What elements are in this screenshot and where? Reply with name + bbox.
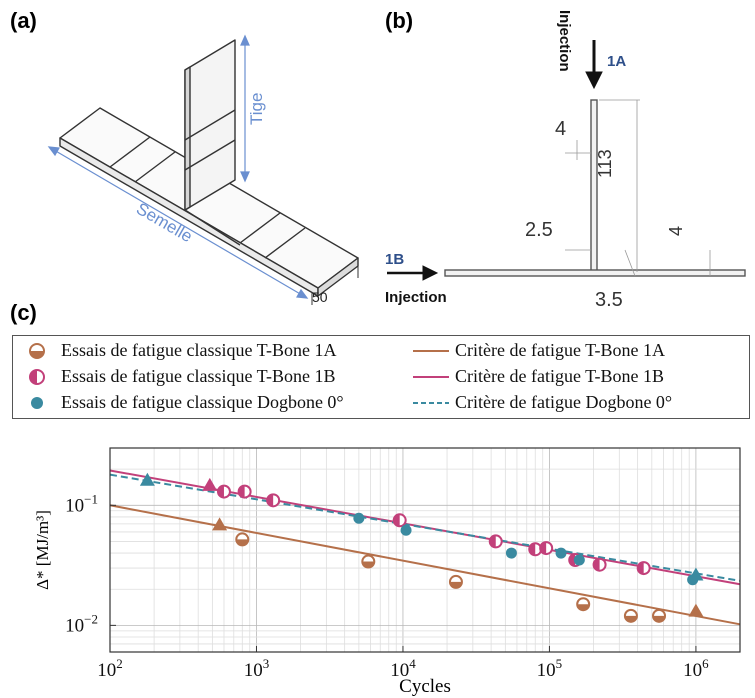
data-point-fill xyxy=(540,542,547,555)
data-point-triangle xyxy=(688,603,704,617)
data-point-half-circle xyxy=(216,484,231,499)
x-tick-label: 103 xyxy=(244,656,270,681)
data-point-half-circle xyxy=(266,493,281,508)
data-point-half-circle xyxy=(392,513,407,528)
data-point-dot xyxy=(573,554,585,566)
tag-1a: 1A xyxy=(607,53,626,70)
panel-label-a: (a) xyxy=(10,8,37,33)
legend-label: Critère de fatigue T-Bone 1B xyxy=(455,366,664,386)
line-brown-icon xyxy=(413,349,449,352)
legend-label: Critère de fatigue T-Bone 1A xyxy=(455,340,665,360)
data-point-half-circle xyxy=(539,541,554,556)
plot-frame xyxy=(109,447,741,653)
data-point-fill xyxy=(653,615,666,622)
data-point-half-circle xyxy=(237,484,252,499)
data-point-fill xyxy=(489,535,496,548)
chart-grid xyxy=(109,448,741,653)
data-point-half-circle xyxy=(576,597,591,612)
data-point-half-circle xyxy=(361,554,376,569)
data-point-half-circle xyxy=(592,557,607,572)
tbone-sketch: Tige Semelle 50 xyxy=(47,34,359,305)
data-point-fill xyxy=(393,514,400,527)
dim-4-right: 4 xyxy=(666,226,686,236)
x-tick-label: 102 xyxy=(97,656,123,681)
dim-2-5: 2.5 xyxy=(525,219,553,241)
legend-label: Essais de fatigue classique T-Bone 1A xyxy=(61,340,337,360)
data-point-fill xyxy=(529,543,536,556)
data-points xyxy=(139,472,704,623)
data-point-fill xyxy=(624,615,637,622)
data-point-triangle xyxy=(212,517,228,531)
y-tick-label: 10−2 xyxy=(65,611,98,636)
dot-teal-icon xyxy=(31,396,43,409)
legend-label: Essais de fatigue classique T-Bone 1B xyxy=(61,366,336,386)
legend-entry-1a-tests: Essais de fatigue classique T-Bone 1A xyxy=(17,340,336,361)
injection-top-arrow xyxy=(585,40,603,90)
data-point-triangle xyxy=(202,477,218,491)
data-point-fill xyxy=(238,485,245,498)
x-tick-label: 105 xyxy=(537,656,563,681)
line-pink-icon xyxy=(413,375,449,378)
data-point-fill xyxy=(449,581,462,588)
data-point-fill xyxy=(217,485,224,498)
x-tick-label: 106 xyxy=(683,656,709,681)
data-point-fill xyxy=(593,558,600,571)
chart-legend: Essais de fatigue classique T-Bone 1A Cr… xyxy=(12,335,750,419)
data-point-half-circle xyxy=(235,532,250,547)
dim-4-top: 4 xyxy=(555,118,566,140)
criterion-line xyxy=(109,473,741,582)
dashed-teal-icon xyxy=(413,401,449,404)
tag-1b: 1B xyxy=(385,251,404,268)
data-point-triangle xyxy=(688,567,704,581)
data-point-half-circle xyxy=(528,542,543,557)
flange-section xyxy=(444,269,746,277)
legend-label: Essais de fatigue classique Dogbone 0° xyxy=(61,392,344,412)
legend-label: Critère de fatigue Dogbone 0° xyxy=(455,392,673,412)
width-label: 50 xyxy=(312,289,328,305)
half-circle-brown-icon xyxy=(29,342,45,359)
y-tick-label: 10−1 xyxy=(65,491,98,516)
dim-113: 113 xyxy=(595,149,615,178)
legend-entry-dogbone-tests: Essais de fatigue classique Dogbone 0° xyxy=(17,392,344,413)
injection-top-label: Injection xyxy=(556,10,573,72)
injection-left-arrow xyxy=(387,265,439,281)
data-point-fill xyxy=(236,539,249,546)
legend-entry-1b-tests: Essais de fatigue classique T-Bone 1B xyxy=(17,366,335,387)
tige-label: Tige xyxy=(247,93,266,125)
data-point-fill xyxy=(577,604,590,611)
data-point-half-circle xyxy=(623,608,638,623)
legend-entry-dogbone-criterion: Critère de fatigue Dogbone 0° xyxy=(411,392,672,413)
panel-label-c: (c) xyxy=(10,300,37,325)
x-axis-label: Cycles xyxy=(399,676,451,697)
data-point-fill xyxy=(637,562,644,575)
stem-section xyxy=(590,99,598,273)
legend-entry-1b-criterion: Critère de fatigue T-Bone 1B xyxy=(411,366,664,387)
data-point-triangle xyxy=(139,472,155,486)
data-point-half-circle xyxy=(636,561,651,576)
data-point-dot xyxy=(353,512,365,524)
injection-left-label: Injection xyxy=(385,289,447,306)
data-point-fill xyxy=(267,494,274,507)
y-axis-label: Δ* [MJ/m³] xyxy=(33,510,52,590)
criterion-line xyxy=(109,504,741,626)
panel-label-b: (b) xyxy=(385,8,414,33)
tbone-section: Injection 1A 4 113 2.5 4 3.5 1B Injectio… xyxy=(385,10,746,311)
data-point-fill xyxy=(569,554,576,567)
data-point-dot xyxy=(400,524,412,536)
criterion-lines xyxy=(109,469,741,626)
data-point-half-circle xyxy=(652,608,667,623)
data-point-half-circle xyxy=(488,534,503,549)
data-point-fill xyxy=(362,561,375,568)
dim-3-5: 3.5 xyxy=(595,289,623,311)
data-point-dot xyxy=(505,547,517,559)
data-point-half-circle xyxy=(448,574,463,589)
data-point-dot xyxy=(555,547,567,559)
half-circle-pink-icon xyxy=(29,368,45,385)
legend-entry-1a-criterion: Critère de fatigue T-Bone 1A xyxy=(411,340,665,361)
